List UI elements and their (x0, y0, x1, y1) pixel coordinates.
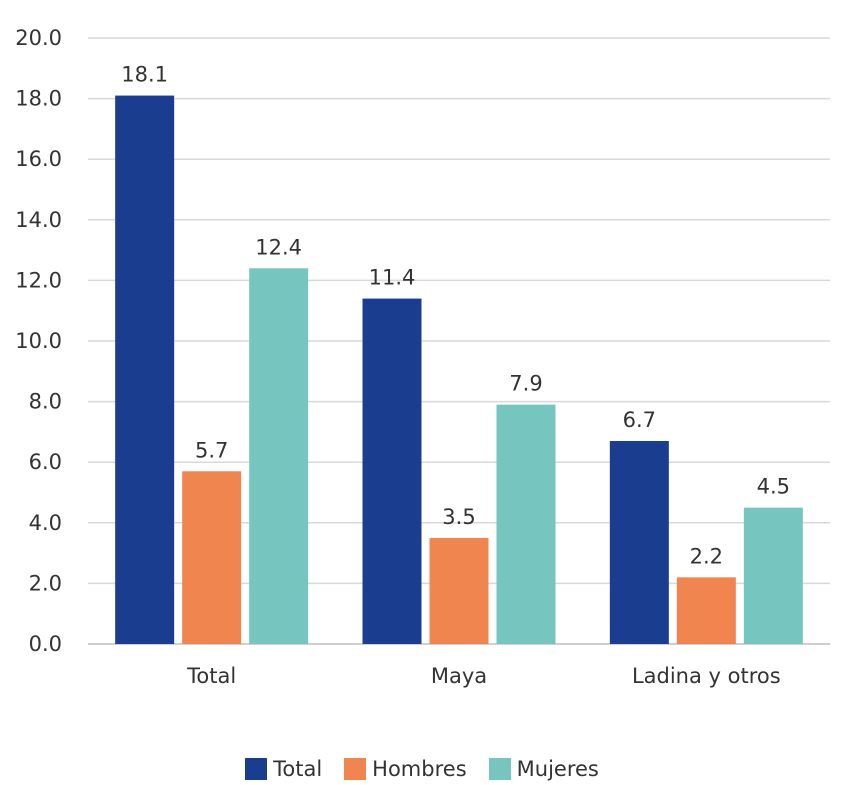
data-label: 4.5 (757, 475, 790, 499)
y-tick-label: 16.0 (15, 147, 62, 171)
y-tick-label: 20.0 (15, 26, 62, 50)
y-tick-label: 4.0 (29, 511, 62, 535)
bars (115, 95, 803, 644)
x-axis-category-labels: Total Maya Ladina y otros (186, 664, 781, 688)
category-label: Maya (431, 664, 487, 688)
data-label: 6.7 (623, 408, 656, 432)
bar-hombres-maya (429, 537, 489, 644)
category-label: Ladina y otros (632, 664, 781, 688)
y-axis-tick-labels: 0.0 2.0 4.0 6.0 8.0 10.0 12.0 14.0 16.0 18.0 20.0 (15, 26, 62, 656)
data-label: 11.4 (369, 266, 416, 290)
bar-total-ladina-y-otros (609, 440, 669, 644)
bar-hombres-ladina-y-otros (676, 577, 736, 644)
bar-mujeres-ladina-y-otros (743, 507, 803, 644)
legend-item-mujeres: Mujeres (488, 757, 599, 781)
bar-hombres-total (182, 471, 242, 644)
y-tick-label: 10.0 (15, 329, 62, 353)
legend-label: Mujeres (516, 757, 599, 781)
y-tick-label: 6.0 (29, 450, 62, 474)
y-tick-label: 8.0 (29, 390, 62, 414)
y-tick-label: 0.0 (29, 632, 62, 656)
bar-total-maya (362, 298, 422, 644)
legend-swatch (344, 758, 367, 780)
y-tick-label: 18.0 (15, 87, 62, 111)
y-tick-label: 14.0 (15, 208, 62, 232)
data-label: 12.4 (255, 235, 302, 259)
bar-total-total (115, 95, 175, 644)
y-tick-label: 12.0 (15, 268, 62, 292)
bar-mujeres-total (249, 268, 309, 644)
legend-swatch (245, 758, 268, 780)
data-label: 5.7 (195, 438, 228, 462)
data-label: 3.5 (442, 505, 475, 529)
legend-item-hombres: Hombres (344, 757, 467, 781)
legend-label: Total (273, 757, 323, 781)
legend-swatch (488, 758, 511, 780)
y-tick-label: 2.0 (29, 571, 62, 595)
data-label: 18.1 (121, 63, 168, 87)
category-label: Total (186, 664, 236, 688)
bar-mujeres-maya (496, 404, 556, 644)
data-label: 2.2 (690, 544, 723, 568)
legend-label: Hombres (372, 757, 467, 781)
data-labels: 18.1 5.7 12.4 11.4 3.5 7.9 6.7 2.2 4.5 (121, 63, 790, 569)
legend: Total Hombres Mujeres (0, 757, 844, 781)
legend-item-total: Total (245, 757, 322, 781)
data-label: 7.9 (509, 372, 542, 396)
